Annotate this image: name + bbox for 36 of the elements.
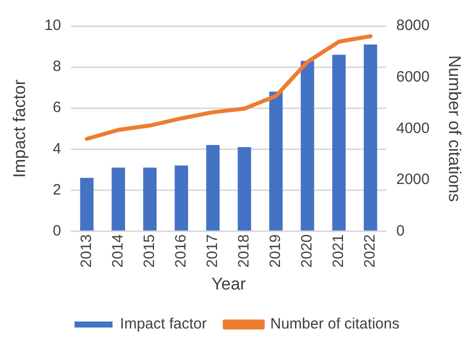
bar: [364, 44, 378, 230]
legend-label: Impact factor: [120, 316, 207, 333]
y2-tick-label: 8000: [396, 17, 430, 34]
x-tick-label: 2021: [330, 234, 348, 268]
y-tick-label: 8: [52, 58, 62, 76]
x-tick-label: 2020: [298, 234, 316, 268]
bar: [112, 168, 126, 230]
bar: [80, 178, 94, 230]
y-tick-label: 10: [44, 17, 62, 34]
y2-tick-label: 0: [396, 222, 405, 240]
bar: [269, 92, 283, 230]
y2-tick-label: 4000: [396, 120, 430, 137]
bar: [332, 54, 346, 230]
x-tick-label: 2016: [172, 234, 190, 268]
y2-axis-title: Number of citations: [445, 55, 464, 202]
bar: [174, 166, 188, 230]
bar: [238, 147, 252, 230]
bar: [206, 145, 220, 230]
legend-label: Number of citations: [270, 316, 400, 333]
y-axis-title: Impact factor: [10, 79, 29, 178]
y-tick-label: 0: [52, 222, 62, 240]
x-tick-label: 2013: [78, 234, 95, 268]
y-tick-label: 6: [52, 99, 62, 116]
y2-tick-label: 2000: [396, 171, 430, 188]
x-tick-label: 2019: [267, 234, 284, 268]
x-tick-label: 2015: [141, 234, 158, 268]
y-tick-label: 2: [52, 181, 62, 198]
x-tick-label: 2014: [109, 234, 126, 268]
bar: [143, 168, 157, 230]
y-tick-label: 4: [52, 140, 62, 158]
x-tick-label: 2017: [204, 234, 222, 268]
x-axis-title: Year: [211, 274, 246, 294]
bar: [300, 60, 314, 230]
y2-tick-label: 6000: [396, 68, 430, 86]
x-tick-label: 2022: [362, 234, 379, 268]
x-tick-label: 2018: [236, 234, 253, 268]
